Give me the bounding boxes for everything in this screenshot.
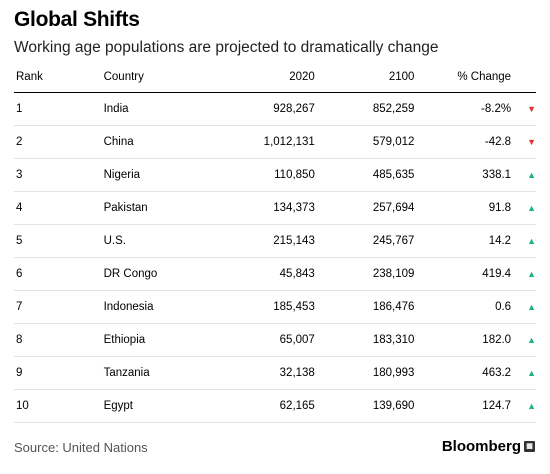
- cell-2020: 62,165: [223, 389, 315, 423]
- cell-2020: 32,138: [223, 356, 315, 390]
- cell-change: 91.8: [414, 191, 512, 225]
- bloomberg-logo-icon: ▦: [524, 441, 535, 452]
- table-row: 5 U.S. 215,143 245,767 14.2 ▲: [14, 224, 536, 258]
- table-row: 8 Ethiopia 65,007 183,310 182.0 ▲: [14, 323, 536, 357]
- cell-country: Pakistan: [103, 191, 224, 225]
- population-table: Rank Country 2020 2100 % Change 1 India 92…: [14, 62, 536, 423]
- cell-rank: 7: [14, 290, 104, 324]
- cell-change: 419.4: [414, 257, 512, 291]
- table-row: 6 DR Congo 45,843 238,109 419.4 ▲: [14, 257, 536, 291]
- triangle-up-icon: ▲: [511, 290, 536, 324]
- cell-2100: 245,767: [314, 224, 415, 258]
- cell-2100: 180,993: [314, 356, 415, 390]
- cell-2020: 215,143: [223, 224, 315, 258]
- cell-2020: 65,007: [223, 323, 315, 357]
- brand-logo: Bloomberg ▦: [442, 438, 535, 455]
- cell-country: Indonesia: [103, 290, 224, 324]
- cell-2020: 185,453: [223, 290, 315, 324]
- chart-subtitle: Working age populations are projected to…: [14, 39, 439, 56]
- cell-rank: 2: [14, 125, 104, 159]
- triangle-up-icon: ▲: [511, 356, 536, 390]
- triangle-up-icon: ▲: [511, 224, 536, 258]
- chart-title: Global Shifts: [14, 8, 140, 31]
- cell-change: 0.6: [414, 290, 512, 324]
- header-2100: 2100: [314, 62, 415, 93]
- cell-rank: 4: [14, 191, 104, 225]
- source-note: Source: United Nations: [14, 440, 148, 455]
- cell-rank: 5: [14, 224, 104, 258]
- cell-country: China: [103, 125, 224, 159]
- header-change: % Change: [414, 62, 512, 93]
- cell-change: 182.0: [414, 323, 512, 357]
- header-arrow: [511, 62, 536, 93]
- cell-2020: 928,267: [223, 92, 315, 126]
- header-country: Country: [103, 62, 224, 93]
- cell-rank: 8: [14, 323, 104, 357]
- cell-country: Tanzania: [103, 356, 224, 390]
- cell-rank: 10: [14, 389, 104, 423]
- cell-2020: 110,850: [223, 158, 315, 192]
- cell-change: -8.2%: [414, 92, 512, 126]
- cell-rank: 9: [14, 356, 104, 390]
- triangle-up-icon: ▲: [511, 257, 536, 291]
- cell-change: 14.2: [414, 224, 512, 258]
- cell-change: 124.7: [414, 389, 512, 423]
- cell-country: Nigeria: [103, 158, 224, 192]
- cell-change: 338.1: [414, 158, 512, 192]
- cell-2100: 852,259: [314, 92, 415, 126]
- triangle-up-icon: ▲: [511, 323, 536, 357]
- cell-2020: 1,012,131: [223, 125, 315, 159]
- table-row: 1 India 928,267 852,259 -8.2% ▼: [14, 92, 536, 126]
- table-header-row: Rank Country 2020 2100 % Change: [14, 62, 536, 93]
- table-body: 1 India 928,267 852,259 -8.2% ▼ 2 China 1,012,13…: [14, 92, 536, 423]
- cell-2100: 183,310: [314, 323, 415, 357]
- triangle-down-icon: ▼: [511, 92, 536, 126]
- table-row: 7 Indonesia 185,453 186,476 0.6 ▲: [14, 290, 536, 324]
- cell-2100: 186,476: [314, 290, 415, 324]
- cell-2100: 139,690: [314, 389, 415, 423]
- cell-2100: 485,635: [314, 158, 415, 192]
- triangle-up-icon: ▲: [511, 158, 536, 192]
- cell-change: 463.2: [414, 356, 512, 390]
- cell-change: -42.8: [414, 125, 512, 159]
- brand-name: Bloomberg: [441, 438, 521, 455]
- cell-2020: 45,843: [223, 257, 315, 291]
- cell-country: U.S.: [103, 224, 224, 258]
- header-rank: Rank: [14, 62, 104, 93]
- cell-rank: 1: [14, 92, 104, 126]
- triangle-down-icon: ▼: [511, 125, 536, 159]
- header-2020: 2020: [223, 62, 315, 93]
- cell-country: Ethiopia: [103, 323, 224, 357]
- table-row: 4 Pakistan 134,373 257,694 91.8 ▲: [14, 191, 536, 225]
- table-row: 10 Egypt 62,165 139,690 124.7 ▲: [14, 389, 536, 423]
- cell-rank: 3: [14, 158, 104, 192]
- table-row: 9 Tanzania 32,138 180,993 463.2 ▲: [14, 356, 536, 390]
- cell-country: India: [103, 92, 224, 126]
- table-row: 2 China 1,012,131 579,012 -42.8 ▼: [14, 125, 536, 159]
- triangle-up-icon: ▲: [511, 191, 536, 225]
- cell-country: Egypt: [103, 389, 224, 423]
- cell-2100: 257,694: [314, 191, 415, 225]
- cell-2100: 579,012: [314, 125, 415, 159]
- cell-2100: 238,109: [314, 257, 415, 291]
- cell-2020: 134,373: [223, 191, 315, 225]
- cell-rank: 6: [14, 257, 104, 291]
- cell-country: DR Congo: [103, 257, 224, 291]
- table-row: 3 Nigeria 110,850 485,635 338.1 ▲: [14, 158, 536, 192]
- triangle-up-icon: ▲: [511, 389, 536, 423]
